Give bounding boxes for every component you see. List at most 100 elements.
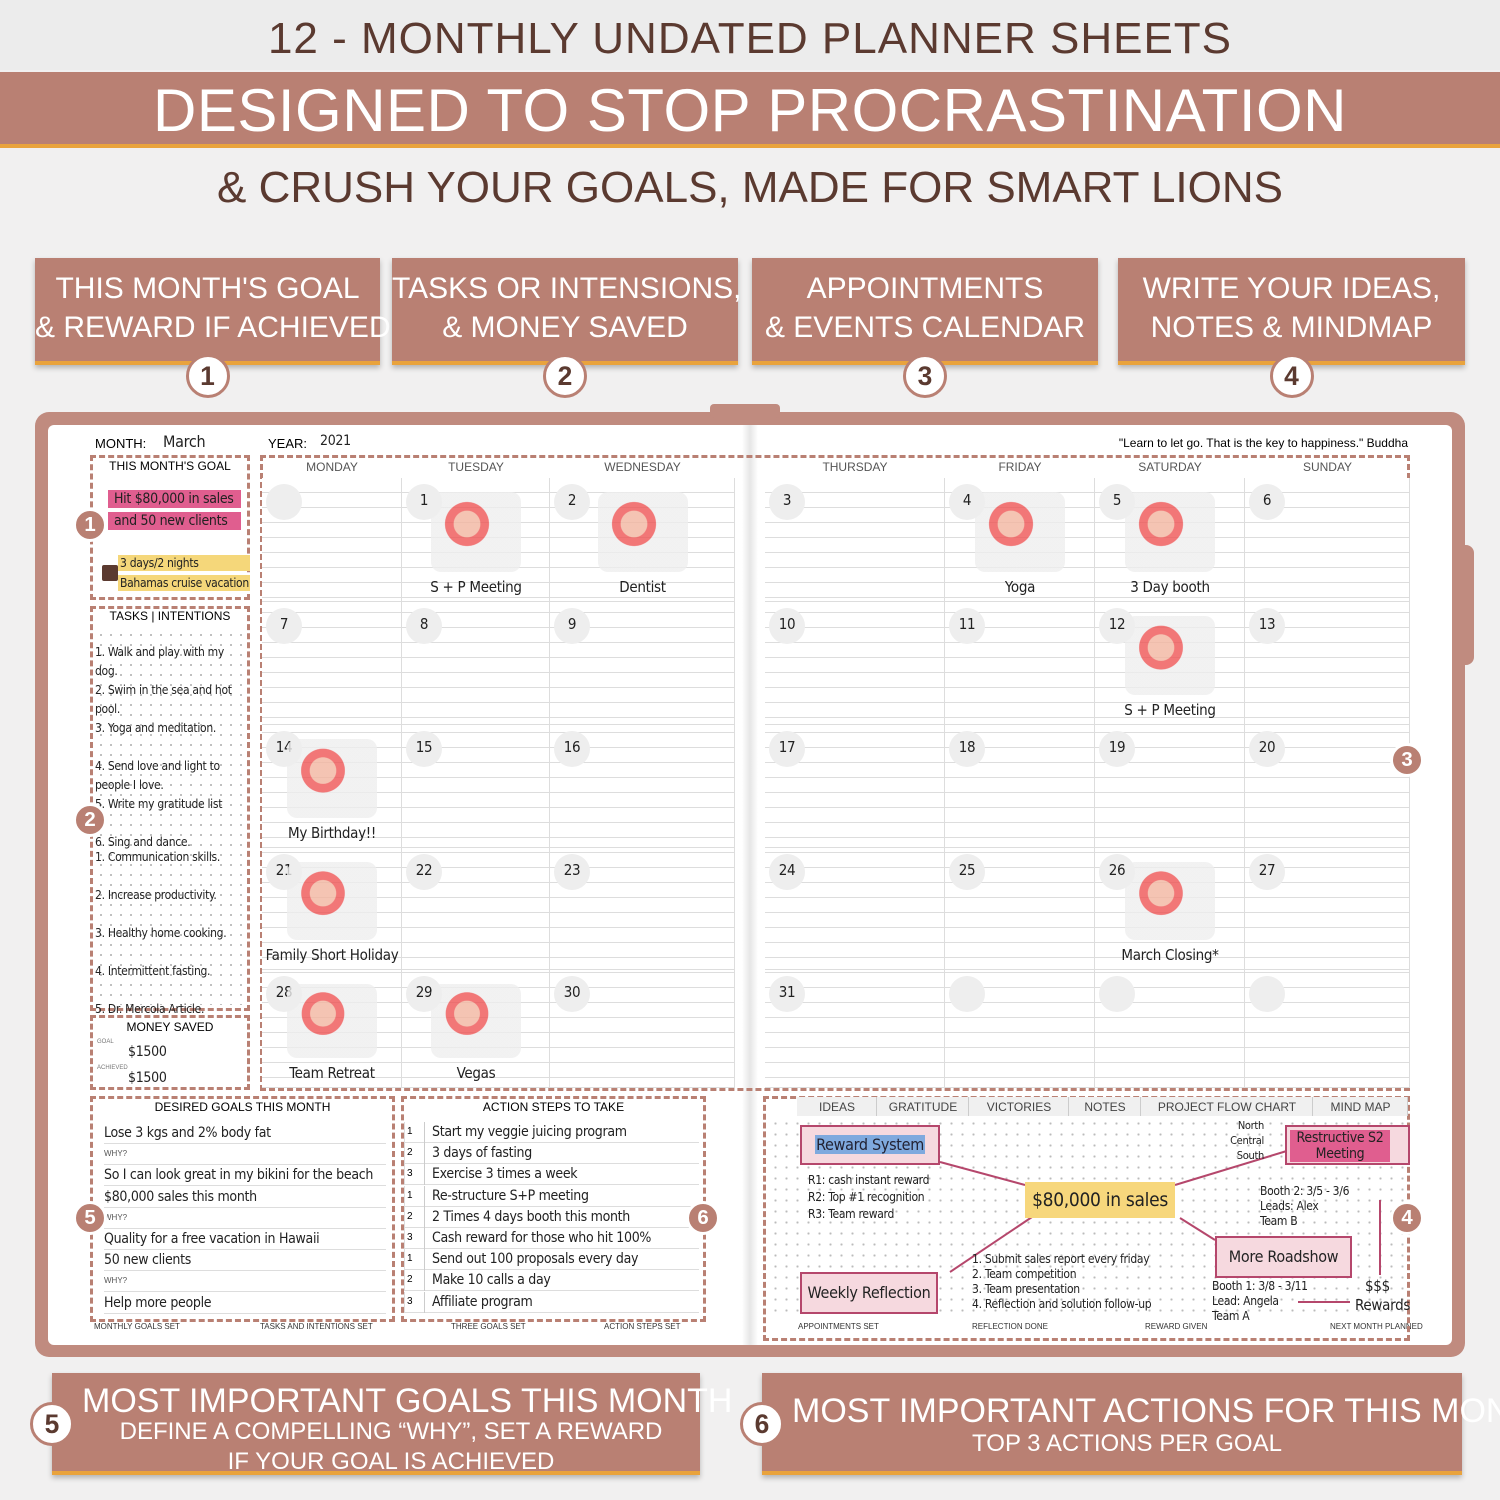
callout-text: & MONEY SAVED — [442, 311, 688, 344]
action-row — [404, 1270, 699, 1292]
day-circle — [1249, 976, 1285, 1012]
cell — [550, 725, 735, 848]
day-circle — [554, 484, 590, 520]
day-number: 10 — [778, 615, 796, 633]
action-text: Re-structure S+P meeting — [432, 1187, 589, 1204]
weekday: SUNDAY — [1302, 460, 1353, 474]
action-divider — [424, 1122, 425, 1143]
cell — [765, 602, 945, 725]
planner-tab-side — [1452, 545, 1474, 665]
callout-text: & REWARD IF ACHIEVED — [35, 311, 391, 344]
cell — [765, 478, 945, 602]
mindmap-text: R1: cash instant reward — [808, 1173, 930, 1187]
mindmap-text: R2: Top #1 recognition — [808, 1190, 925, 1204]
cell — [402, 478, 550, 602]
cell — [1245, 970, 1410, 1088]
illustration — [287, 739, 377, 818]
money-value: $1500 — [128, 1070, 167, 1086]
tab — [1069, 1097, 1141, 1116]
weekday: FRIDAY — [998, 460, 1042, 474]
cell — [550, 602, 735, 725]
center-node — [1025, 1182, 1175, 1218]
why-label: WHY? — [104, 1209, 386, 1229]
action-row — [404, 1249, 699, 1271]
number-badge: 3 — [1390, 743, 1424, 777]
action-row — [404, 1228, 699, 1249]
mindmap-text: Lead: Angela — [1212, 1294, 1279, 1308]
day-note: 3 Day booth — [1130, 578, 1210, 596]
day-circle — [1249, 854, 1285, 890]
action-number: 1 — [407, 1189, 413, 1201]
cell — [1245, 602, 1410, 725]
mindmap-text: Booth 2: 3/5 - 3/6 — [1260, 1184, 1350, 1198]
action-text: Make 10 calls a day — [432, 1272, 551, 1289]
day-number: 7 — [279, 615, 289, 633]
task: 3. Yoga and meditation. — [95, 721, 217, 735]
task: 5. Dr. Mercola Article. — [95, 1002, 205, 1016]
action-divider — [424, 1185, 425, 1207]
desired-goal: So I can look great in my bikini for the… — [104, 1166, 386, 1187]
day-number: 8 — [419, 615, 429, 633]
task: 5. Write my gratitude list — [95, 797, 223, 811]
task: 1. Walk and play with my dog. — [95, 645, 224, 678]
cell — [550, 970, 735, 1088]
mindmap-text: Meeting — [1290, 1146, 1390, 1162]
cell — [550, 478, 735, 602]
day-number: 6 — [1262, 491, 1272, 509]
cell — [402, 725, 550, 848]
day-circle — [1249, 608, 1285, 644]
action-number: 3 — [407, 1168, 413, 1180]
tab-label: NOTES — [1084, 1100, 1126, 1114]
check-label: ACTION STEPS SET — [604, 1322, 681, 1331]
callout-text: IF YOUR GOAL IS ACHIEVED — [227, 1448, 555, 1475]
illustration — [287, 862, 377, 940]
callout — [762, 1373, 1462, 1475]
day-number: 11 — [958, 615, 976, 633]
planner-tab-top — [710, 404, 780, 418]
number-badge: 5 — [30, 1402, 74, 1446]
tab — [969, 1097, 1069, 1116]
cell — [765, 970, 945, 1088]
day-number: 5 — [1112, 491, 1122, 509]
cell — [1245, 848, 1410, 970]
mindmap-text: Restructive S2 — [1290, 1130, 1390, 1146]
day-number: 9 — [567, 615, 577, 633]
callout — [52, 1373, 700, 1475]
cell — [1095, 478, 1245, 602]
day-number: 20 — [1258, 738, 1276, 756]
day-circle — [554, 854, 590, 890]
callout-text: TASKS OR INTENSIONS, — [392, 272, 742, 305]
day-number: 30 — [563, 983, 581, 1001]
action-text: Send out 100 proposals every day — [432, 1251, 639, 1268]
day-circle — [1099, 731, 1135, 767]
callout-text: & EVENTS CALENDAR — [764, 311, 1086, 344]
tab — [877, 1097, 969, 1116]
day-circle — [554, 608, 590, 644]
task: 2. Increase productivity. — [95, 888, 217, 902]
money-label: ACHIEVED — [97, 1065, 128, 1071]
check-label: THREE GOALS SET — [451, 1322, 526, 1331]
check-label: NEXT MONTH PLANNED — [1330, 1322, 1423, 1331]
action-row — [404, 1143, 699, 1165]
cell — [945, 478, 1095, 602]
year-label: YEAR: — [268, 436, 308, 451]
reward: 3 days/2 nights — [118, 555, 250, 571]
day-number: 4 — [962, 491, 972, 509]
month: March — [163, 432, 206, 451]
cell — [945, 970, 1095, 1088]
mindmap-text: South — [1236, 1149, 1265, 1162]
mindmap-center: $80,000 in sales — [1032, 1189, 1168, 1211]
action-number: 2 — [407, 1274, 413, 1286]
day-number: 22 — [415, 861, 433, 879]
day-circle — [1249, 731, 1285, 767]
day-note: S + P Meeting — [1124, 701, 1216, 719]
cell — [262, 848, 402, 970]
goal: and 50 new clients — [108, 512, 241, 530]
action-number: 2 — [407, 1210, 413, 1222]
cell — [765, 725, 945, 848]
gift-icon — [102, 565, 118, 581]
banner — [0, 72, 1500, 148]
quote: "Learn to let go. That is the key to hap… — [1118, 436, 1408, 450]
check-label: MONTHLY GOALS SET — [94, 1322, 180, 1331]
number-badge: 3 — [903, 354, 947, 398]
